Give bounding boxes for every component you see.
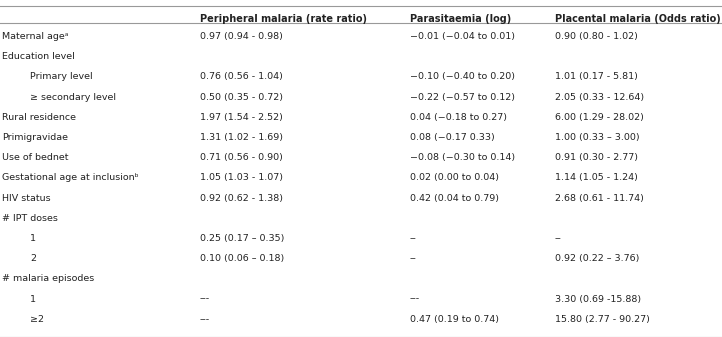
Text: 1: 1 <box>30 295 36 304</box>
Text: Gestational age at inclusionᵇ: Gestational age at inclusionᵇ <box>2 174 139 182</box>
Text: −0.08 (−0.30 to 0.14): −0.08 (−0.30 to 0.14) <box>410 153 515 162</box>
Text: 0.91 (0.30 - 2.77): 0.91 (0.30 - 2.77) <box>555 153 638 162</box>
Text: 1.00 (0.33 – 3.00): 1.00 (0.33 – 3.00) <box>555 133 640 142</box>
Text: 2.68 (0.61 - 11.74): 2.68 (0.61 - 11.74) <box>555 193 644 203</box>
Text: −0.22 (−0.57 to 0.12): −0.22 (−0.57 to 0.12) <box>410 93 515 101</box>
Text: 0.04 (−0.18 to 0.27): 0.04 (−0.18 to 0.27) <box>410 113 507 122</box>
Text: --: -- <box>410 254 417 263</box>
Text: Primary level: Primary level <box>30 72 92 82</box>
Text: 1.97 (1.54 - 2.52): 1.97 (1.54 - 2.52) <box>200 113 283 122</box>
Text: --: -- <box>410 234 417 243</box>
Text: 0.02 (0.00 to 0.04): 0.02 (0.00 to 0.04) <box>410 174 499 182</box>
Text: 0.92 (0.22 – 3.76): 0.92 (0.22 – 3.76) <box>555 254 640 263</box>
Text: 0.25 (0.17 – 0.35): 0.25 (0.17 – 0.35) <box>200 234 284 243</box>
Text: 1.01 (0.17 - 5.81): 1.01 (0.17 - 5.81) <box>555 72 638 82</box>
Text: 0.47 (0.19 to 0.74): 0.47 (0.19 to 0.74) <box>410 315 499 324</box>
Text: 0.08 (−0.17 0.33): 0.08 (−0.17 0.33) <box>410 133 495 142</box>
Text: ≥ secondary level: ≥ secondary level <box>30 93 116 101</box>
Text: 2.05 (0.33 - 12.64): 2.05 (0.33 - 12.64) <box>555 93 644 101</box>
Text: 1.05 (1.03 - 1.07): 1.05 (1.03 - 1.07) <box>200 174 283 182</box>
Text: Maternal ageᵃ: Maternal ageᵃ <box>2 32 69 41</box>
Text: 0.97 (0.94 - 0.98): 0.97 (0.94 - 0.98) <box>200 32 283 41</box>
Text: 6.00 (1.29 - 28.02): 6.00 (1.29 - 28.02) <box>555 113 644 122</box>
Text: Primigravidae: Primigravidae <box>2 133 68 142</box>
Text: Peripheral malaria (rate ratio): Peripheral malaria (rate ratio) <box>200 14 367 24</box>
Text: 15.80 (2.77 - 90.27): 15.80 (2.77 - 90.27) <box>555 315 650 324</box>
Text: −0.10 (−0.40 to 0.20): −0.10 (−0.40 to 0.20) <box>410 72 515 82</box>
Text: 0.76 (0.56 - 1.04): 0.76 (0.56 - 1.04) <box>200 72 283 82</box>
Text: ---: --- <box>200 295 210 304</box>
Text: # IPT doses: # IPT doses <box>2 214 58 223</box>
Text: −0.01 (−0.04 to 0.01): −0.01 (−0.04 to 0.01) <box>410 32 515 41</box>
Text: 1.31 (1.02 - 1.69): 1.31 (1.02 - 1.69) <box>200 133 283 142</box>
Text: Placental malaria (Odds ratio): Placental malaria (Odds ratio) <box>555 14 721 24</box>
Text: Use of bednet: Use of bednet <box>2 153 69 162</box>
Text: 1: 1 <box>30 234 36 243</box>
Text: Parasitaemia (log): Parasitaemia (log) <box>410 14 511 24</box>
Text: 2: 2 <box>30 254 36 263</box>
Text: Rural residence: Rural residence <box>2 113 76 122</box>
Text: 1.14 (1.05 - 1.24): 1.14 (1.05 - 1.24) <box>555 174 638 182</box>
Text: ---: --- <box>410 295 420 304</box>
Text: 0.10 (0.06 – 0.18): 0.10 (0.06 – 0.18) <box>200 254 284 263</box>
Text: ≥2: ≥2 <box>30 315 44 324</box>
Text: 3.30 (0.69 -15.88): 3.30 (0.69 -15.88) <box>555 295 641 304</box>
Text: 0.90 (0.80 - 1.02): 0.90 (0.80 - 1.02) <box>555 32 638 41</box>
Text: HIV status: HIV status <box>2 193 51 203</box>
Text: 0.71 (0.56 - 0.90): 0.71 (0.56 - 0.90) <box>200 153 283 162</box>
Text: --: -- <box>555 234 562 243</box>
Text: 0.42 (0.04 to 0.79): 0.42 (0.04 to 0.79) <box>410 193 499 203</box>
Text: 0.50 (0.35 - 0.72): 0.50 (0.35 - 0.72) <box>200 93 283 101</box>
Text: ---: --- <box>200 315 210 324</box>
Text: Education level: Education level <box>2 52 75 61</box>
Text: # malaria episodes: # malaria episodes <box>2 274 95 283</box>
Text: 0.92 (0.62 - 1.38): 0.92 (0.62 - 1.38) <box>200 193 283 203</box>
